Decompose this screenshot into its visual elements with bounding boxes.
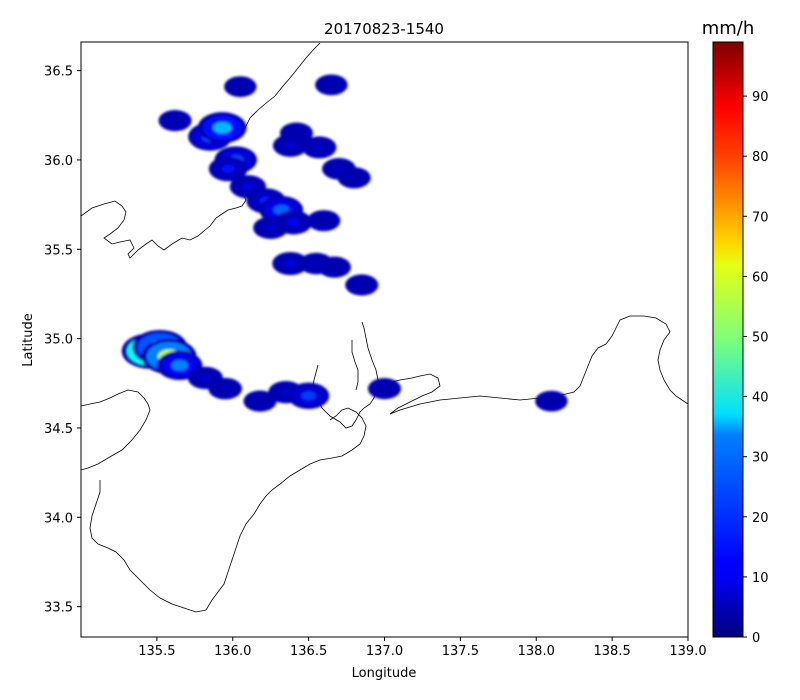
x-tick-label: 135.5 xyxy=(138,644,175,659)
rain-cell-contour xyxy=(212,121,232,134)
x-axis-label: Longitude xyxy=(352,666,417,681)
x-axis: 135.5 136.0 136.5 137.0 137.5 138.0 138.5 139.0 xyxy=(138,637,707,659)
rain-cell xyxy=(208,156,248,182)
rain-cell-contour xyxy=(329,264,340,271)
colorbar-tick-label: 30 xyxy=(752,451,769,466)
y-tick-label: 36.0 xyxy=(44,154,73,169)
y-tick-label: 33.5 xyxy=(44,601,73,616)
colorbar-tick-label: 90 xyxy=(752,90,769,105)
rain-cell-contour xyxy=(265,224,276,232)
rain-cell-contour xyxy=(170,117,180,124)
x-tick-label: 139.0 xyxy=(669,644,706,659)
colorbar-tick-label: 20 xyxy=(752,511,769,526)
rain-cell-contour xyxy=(287,218,300,227)
rain-cell xyxy=(307,210,341,232)
rain-cell-contour xyxy=(379,385,390,392)
colorbar: mm/h 0 10 20 30 40 50 60 70 80 90 xyxy=(702,18,769,646)
rain-cell xyxy=(535,390,568,412)
x-tick-label: 136.0 xyxy=(214,644,251,659)
x-tick-label: 138.0 xyxy=(518,644,555,659)
colorbar-label: mm/h xyxy=(702,18,755,39)
y-tick-label: 35.5 xyxy=(44,243,73,258)
coastline-tokai xyxy=(375,315,688,415)
y-axis-label: Latitude xyxy=(21,313,36,367)
x-tick-label: 136.5 xyxy=(290,644,327,659)
rain-cell-contour xyxy=(255,398,265,405)
x-tick-label: 137.0 xyxy=(366,644,403,659)
rain-cell-contour xyxy=(319,217,329,224)
rain-cell xyxy=(337,167,371,189)
rain-cell xyxy=(272,134,308,157)
chart-title: 20170823-1540 xyxy=(324,20,444,38)
coastline-noto xyxy=(243,42,321,131)
rain-cell xyxy=(272,251,309,276)
y-tick-label: 36.5 xyxy=(44,65,73,80)
y-tick-label: 34.5 xyxy=(44,422,73,437)
colorbar-tick-label: 70 xyxy=(752,210,769,225)
rain-cell-contour xyxy=(314,144,325,151)
y-tick-label: 34.0 xyxy=(44,511,73,526)
colorbar-tick-label: 50 xyxy=(752,330,769,345)
rain-cell-contour xyxy=(171,360,189,371)
rain-cell-contour xyxy=(235,83,245,90)
rain-cell xyxy=(208,377,243,400)
colorbar-ticks: 0 10 20 30 40 50 60 70 80 90 xyxy=(743,90,769,646)
rain-cell xyxy=(302,136,337,159)
rain-cell-contour xyxy=(301,391,316,401)
colorbar-tick-label: 0 xyxy=(752,631,760,646)
rain-cell-contour xyxy=(200,374,211,382)
coastline-kii xyxy=(81,389,367,613)
colorbar-tick-label: 60 xyxy=(752,270,769,285)
rain-cell xyxy=(288,382,330,409)
y-axis: 33.5 34.0 34.5 35.0 35.5 36.0 36.5 xyxy=(44,65,81,616)
rain-cell-contour xyxy=(334,165,344,172)
rain-cell-contour xyxy=(285,142,296,149)
colorbar-gradient xyxy=(712,41,744,638)
coastline-wakasa xyxy=(81,157,247,259)
rainfall-field xyxy=(121,74,568,412)
rain-cell xyxy=(253,216,289,240)
rain-cell xyxy=(345,274,379,296)
rain-cell-contour xyxy=(220,385,231,392)
rain-cell-contour xyxy=(349,174,359,181)
rain-cell-contour xyxy=(284,259,297,268)
rain-cell xyxy=(158,110,192,132)
y-tick-label: 35.0 xyxy=(44,333,73,348)
rain-cell xyxy=(224,76,257,98)
rain-cell-contour xyxy=(326,82,336,88)
rain-cell xyxy=(197,112,247,144)
rain-cell xyxy=(315,74,348,96)
x-tick-label: 138.5 xyxy=(594,644,631,659)
rain-cell-contour xyxy=(221,164,235,173)
rain-cell-contour xyxy=(291,130,302,137)
rain-cell xyxy=(367,378,402,400)
colorbar-tick-label: 80 xyxy=(752,150,769,165)
rain-cell-contour xyxy=(242,183,254,191)
colorbar-tick-label: 10 xyxy=(752,571,769,586)
x-tick-label: 137.5 xyxy=(442,644,479,659)
rain-cell-contour xyxy=(357,282,367,289)
rain-cell xyxy=(317,256,351,278)
rain-cell xyxy=(243,390,277,412)
colorbar-tick-label: 40 xyxy=(752,391,769,406)
rain-cell-contour xyxy=(546,398,556,405)
